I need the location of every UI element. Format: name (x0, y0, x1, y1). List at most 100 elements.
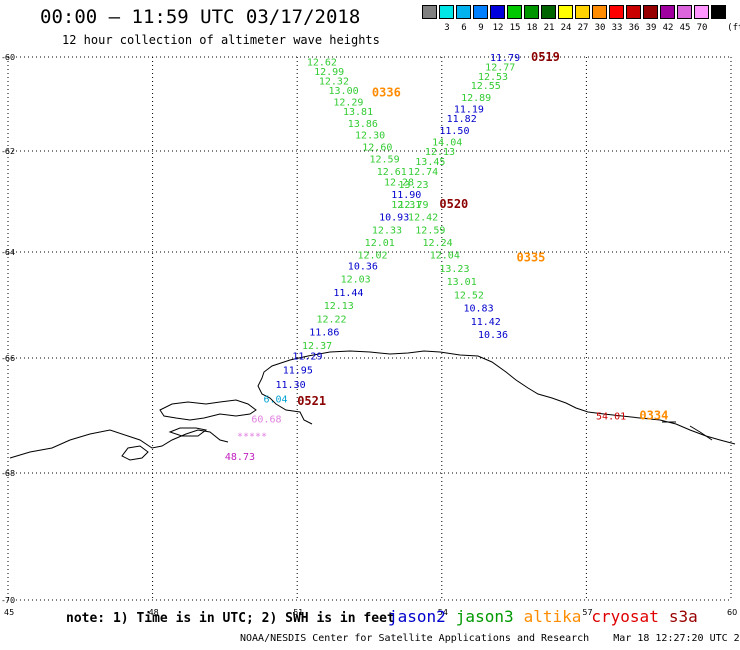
lon-tick-label: 45 (4, 608, 14, 617)
scale-label: 42 (662, 23, 674, 33)
wave-height-label: 12.59 (415, 225, 445, 236)
legend-item-cryosat: cryosat (591, 607, 659, 626)
pass-time-label: 0521 (297, 394, 326, 408)
scale-label: 6 (461, 23, 467, 33)
scale-label: 3 (444, 23, 450, 33)
wave-height-label: 13.23 (398, 180, 428, 191)
wave-height-label: 12.04 (430, 251, 460, 262)
track-labels: 12.6212.9912.3213.0012.2913.8113.8612.30… (225, 50, 668, 463)
wave-height-label: 11.86 (309, 328, 339, 339)
wave-height-label: 13.00 (329, 86, 359, 97)
scale-label: 24 (560, 23, 572, 33)
legend-item-jason2: jason2 (388, 607, 446, 626)
wave-height-label: 6.04 (263, 394, 287, 405)
wave-height-label: 13.81 (343, 107, 373, 118)
wave-height-label: 12.55 (471, 81, 501, 92)
scale-swatch (643, 5, 658, 19)
legend-note: note: 1) Time is in UTC; 2) SWH is in fe… (66, 611, 395, 626)
lon-tick-label: 48 (149, 608, 159, 617)
wave-height-label: 12.61 (377, 167, 407, 178)
wave-height-label: 11.29 (292, 351, 322, 362)
wave-height-label: 12.31 (391, 200, 421, 211)
coastline-path (159, 399, 257, 421)
antarctic-coastline (9, 350, 736, 461)
lon-tick-label: 51 (293, 608, 303, 617)
lon-tick-label: 54 (438, 608, 448, 617)
scale-swatch (507, 5, 522, 19)
wave-height-label: 13.23 (439, 264, 469, 275)
wave-height-label: 12.03 (341, 275, 371, 286)
lon-tick-label: 60 (727, 608, 737, 617)
wave-height-label: 12.74 (408, 167, 438, 178)
lat-tick-label: -60 (2, 53, 15, 62)
scale-swatch (473, 5, 488, 19)
coastline-path (257, 350, 736, 445)
pass-time-label: 0335 (517, 250, 546, 264)
scale-unit: (ft) (727, 23, 740, 33)
pass-time-label: 0519 (531, 50, 560, 64)
wave-height-label: 13.45 (415, 157, 445, 168)
wave-height-label: 12.13 (324, 301, 354, 312)
chart-title: 00:00 – 11:59 UTC 03/17/2018 (40, 6, 361, 28)
scale-label: 18 (526, 23, 538, 33)
lon-tick-label: 57 (582, 608, 592, 617)
scale-swatch (694, 5, 709, 19)
pass-time-label: 0336 (372, 85, 401, 99)
wave-height-label: 10.83 (463, 304, 493, 315)
wave-height-label: 12.29 (333, 98, 363, 109)
wave-height-label: 12.32 (319, 77, 349, 88)
scale-swatch (592, 5, 607, 19)
wave-height-label: 60.68 (251, 414, 281, 425)
wave-height-label: 12.30 (355, 131, 385, 142)
wave-height-label: 11.30 (276, 380, 306, 391)
legend-item-s3a: s3a (668, 607, 698, 626)
scale-label: 15 (509, 23, 521, 33)
pass-time-label: 0520 (439, 197, 468, 211)
wave-height-label: 11.44 (333, 288, 363, 299)
pass-time-label: 0334 (639, 409, 668, 423)
lat-tick-label: -62 (2, 147, 15, 156)
satellite-legend: jason2 jason3 altika cryosat s3a (388, 607, 708, 626)
wave-height-label: 11.90 (391, 190, 421, 201)
scale-swatch (660, 5, 675, 19)
wave-height-label: 12.24 (423, 238, 453, 249)
wave-height-label: 11.19 (454, 105, 484, 116)
scale-swatch (626, 5, 641, 19)
wave-height-label: 14.04 (432, 138, 462, 149)
scale-swatch (541, 5, 556, 19)
coastline-path (662, 421, 713, 441)
wave-height-label: 12.33 (372, 225, 402, 236)
wave-height-label: 12.42 (408, 213, 438, 224)
lat-tick-label: -68 (2, 469, 15, 478)
wave-height-label: 12.37 (302, 341, 332, 352)
wave-height-label: 12.53 (478, 72, 508, 83)
wave-height-label: 13.01 (447, 277, 477, 288)
legend-item-altika: altika (523, 607, 582, 626)
wave-height-label: 13.86 (348, 119, 378, 130)
wave-height-label: 12.79 (398, 200, 428, 211)
wave-height-label: 11.50 (439, 126, 469, 137)
scale-label: 36 (628, 23, 640, 33)
coastline-path (9, 429, 229, 459)
coastline-path (121, 427, 208, 461)
wave-height-label: 48.73 (225, 452, 255, 463)
scale-swatch (490, 5, 505, 19)
wave-height-label: ***** (237, 432, 267, 443)
wave-height-label: 12.99 (314, 67, 344, 78)
wave-height-label: 10.36 (348, 261, 378, 272)
scale-label: 30 (594, 23, 606, 33)
scale-swatch (609, 5, 624, 19)
scale-label: 45 (679, 23, 691, 33)
scale-label: 21 (543, 23, 555, 33)
legend-item-jason3: jason3 (455, 607, 514, 626)
wave-height-label: 12.52 (454, 290, 484, 301)
scale-swatch (711, 5, 726, 19)
wave-height-label: 12.60 (362, 142, 392, 153)
scale-label: 39 (645, 23, 657, 33)
scale-swatch (677, 5, 692, 19)
lat-tick-label: -66 (2, 354, 15, 363)
wave-height-label: 10.36 (478, 330, 508, 341)
wave-height-label: 12.02 (357, 251, 387, 262)
scale-label: 33 (611, 23, 623, 33)
